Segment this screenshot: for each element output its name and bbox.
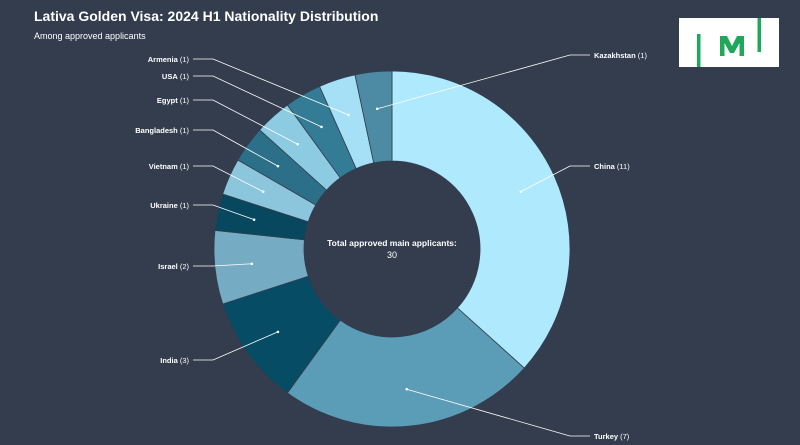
leader-dot-india <box>276 330 280 334</box>
leader-dot-egypt <box>296 142 299 146</box>
leader-dot-bangladesh <box>276 164 280 168</box>
slice-turkey[interactable] <box>286 307 525 428</box>
leader-dot-vietnam <box>261 190 265 193</box>
chart-title: Lativa Golden Visa: 2024 H1 Nationality … <box>34 8 379 24</box>
data-label-bangladesh: Bangladesh (1) <box>135 126 189 135</box>
logo-letter-m <box>720 36 744 56</box>
leader-line-vietnam <box>193 165 264 193</box>
leader-line-bangladesh <box>193 129 279 167</box>
data-label-turkey: Turkey (7) <box>594 432 630 441</box>
data-label-usa: USA (1) <box>162 72 190 81</box>
data-label-india: India (3) <box>160 356 189 365</box>
leader-line-china <box>520 165 590 193</box>
leader-line-armenia <box>193 58 349 116</box>
brand-logo <box>679 18 779 67</box>
label-group: China (11) Turkey (7) India (3) Israel (2) U… <box>135 51 647 441</box>
logo-mark-icon <box>697 18 761 67</box>
logo-bar-left <box>697 34 701 67</box>
data-label-kazakhstan: Kazakhstan (1) <box>594 51 647 60</box>
leader-line-india <box>193 331 279 361</box>
leader-line-ukraine <box>193 204 255 221</box>
leader-line-kazakhstan <box>377 54 590 110</box>
data-label-ukraine: Ukraine (1) <box>150 201 189 210</box>
leader-dot-turkey <box>405 387 409 391</box>
leader-dot-kazakhstan <box>375 107 379 111</box>
leader-dot-china <box>519 190 523 193</box>
slice-kazakhstan[interactable] <box>354 70 393 164</box>
data-label-israel: Israel (2) <box>158 262 189 271</box>
center-value: 30 <box>387 250 397 260</box>
leader-line-israel <box>193 263 252 267</box>
leader-line-usa <box>193 75 322 128</box>
slice-group <box>213 70 571 428</box>
leader-dot-israel <box>250 262 254 266</box>
chart-subtitle: Among approved applicants <box>34 31 146 41</box>
logo-bar-right <box>757 18 761 52</box>
data-label-china: China (11) <box>594 162 630 171</box>
leader-dot-ukraine <box>252 218 256 221</box>
leader-dot-armenia <box>347 113 350 117</box>
leader-line-turkey <box>406 388 590 437</box>
leader-line-egypt <box>193 99 298 145</box>
leader-dot-usa <box>320 125 323 129</box>
data-label-vietnam: Vietnam (1) <box>149 162 190 171</box>
data-label-armenia: Armenia (1) <box>148 55 190 64</box>
slice-china[interactable] <box>391 70 571 369</box>
center-title: Total approved main applicants: <box>327 238 457 248</box>
data-label-egypt: Egypt (1) <box>157 96 190 105</box>
